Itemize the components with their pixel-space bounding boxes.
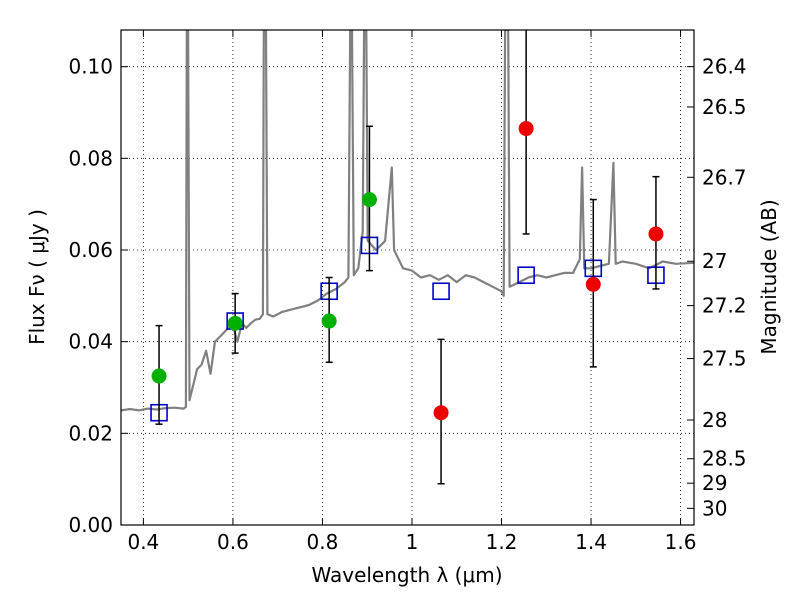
observed-flux-point: [227, 315, 243, 331]
spectrum-line: [121, 30, 694, 412]
model-flux-square: [517, 266, 535, 285]
y2-tick-label: 28.5: [702, 447, 747, 471]
y2-tick-label: 26.5: [702, 95, 747, 119]
y2-axis-label: Magnitude (AB): [757, 199, 781, 354]
y2-tick-label: 26.4: [702, 55, 747, 79]
observed-flux-point: [321, 313, 337, 329]
y2-tick-label: 27.5: [702, 347, 747, 371]
y-tick-label: 0.10: [68, 55, 113, 79]
y-tick-label: 0.02: [68, 421, 113, 445]
observed-flux-point: [151, 368, 167, 384]
x-tick-label: 0.6: [217, 530, 249, 554]
ticks: 0.4 0.6 0.8 1 1.2 1.4 1.6 0.00 0.02 0.04 0.06 0.08 0…: [68, 30, 747, 554]
x-tick-label: 0.4: [127, 530, 159, 554]
observed-flux-point: [361, 192, 377, 208]
y-tick-label: 0.06: [68, 238, 113, 262]
y2-tick-label: 27: [702, 249, 727, 273]
y-axis-label: Flux Fν ( μJy ): [25, 209, 49, 345]
y2-tick-label: 26.7: [702, 165, 747, 189]
y2-tick-label: 30: [702, 496, 727, 520]
x-tick-label: 1.4: [575, 530, 607, 554]
observed-flux-point: [648, 226, 664, 242]
plot-background: [121, 30, 694, 525]
observed-flux-point: [518, 121, 534, 137]
y-tick-label: 0.00: [68, 513, 113, 537]
y2-tick-label: 28: [702, 408, 727, 432]
y2-tick-label: 27.2: [702, 294, 747, 318]
x-tick-label: 1.6: [665, 530, 697, 554]
x-tick-label: 1: [406, 530, 419, 554]
y2-tick-label: 29: [702, 471, 727, 495]
x-tick-label: 1.2: [486, 530, 518, 554]
y-tick-label: 0.04: [68, 330, 113, 354]
plot-frame: [120, 29, 695, 526]
observed-flux-point: [585, 276, 601, 292]
grid: [121, 30, 694, 526]
errorbar-layer: [151, 30, 664, 485]
x-axis-label: Wavelength λ (μm): [311, 563, 502, 587]
y-tick-label: 0.08: [68, 146, 113, 170]
x-tick-label: 0.8: [307, 530, 339, 554]
model-flux-square: [432, 282, 450, 301]
observed-flux-point: [433, 405, 449, 421]
